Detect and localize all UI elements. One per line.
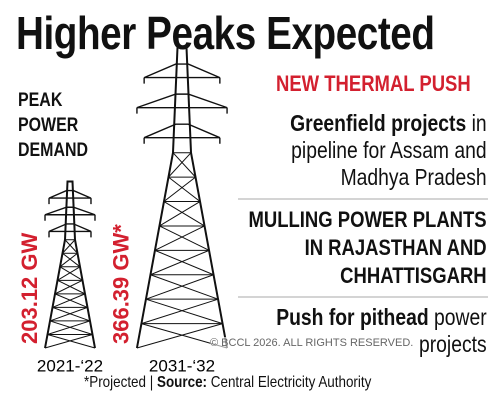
tower-lattice: [47, 320, 91, 335]
tower-arm: [48, 189, 92, 205]
item-bold: Greenfield projects: [290, 110, 467, 136]
footnote: *Projected | Source: Central Electricity…: [84, 374, 371, 392]
watermark: © BCCL 2026. ALL RIGHTS RESERVED.: [210, 337, 414, 349]
tower-lattice: [64, 239, 78, 254]
tower-arm: [136, 93, 228, 114]
tower-lattice: [136, 323, 223, 349]
tower-lattice: [150, 274, 219, 300]
category-label: 2021-‘22: [37, 356, 103, 375]
tower-lattice: [62, 252, 81, 268]
tower-lattice: [44, 333, 93, 349]
tower: [44, 180, 96, 349]
panel-item: MULLING POWER PLANTS IN RAJASTHAN AND CH…: [238, 206, 487, 290]
tower-lattice: [163, 201, 205, 227]
source: Central Electricity Authority: [210, 374, 372, 391]
tower-arm: [143, 123, 221, 144]
category-label: 2031-‘32: [149, 356, 215, 375]
tower-lattice: [159, 201, 201, 227]
tower-lattice: [141, 298, 219, 325]
tower-lattice: [47, 333, 96, 349]
item-text: in pipeline for Assam and Madhya Pradesh: [291, 110, 487, 190]
item-text: power projects: [418, 304, 487, 357]
tower-lattice: [57, 266, 81, 281]
value-label: 203.12 GW: [17, 232, 42, 344]
panel-heading: NEW THERMAL PUSH: [276, 71, 471, 96]
tower-lattice: [145, 298, 223, 325]
tower-lattice: [168, 152, 192, 178]
item-bold: Push for pithead: [276, 304, 429, 330]
tower-lattice: [172, 152, 196, 178]
tower-arm: [143, 63, 221, 84]
tower-lattice: [168, 176, 201, 202]
tower-lattice: [154, 249, 214, 276]
tower-lattice: [49, 320, 93, 335]
tower-arm: [44, 206, 96, 221]
tower-lattice: [54, 293, 88, 308]
value-label: 366.39 GW*: [109, 224, 134, 344]
tower-lattice: [62, 239, 76, 254]
title: Higher Peaks Expected: [16, 7, 435, 59]
chart-label: PEAK POWER DEMAND: [18, 90, 89, 161]
note: *Projected |: [84, 374, 154, 391]
source-label: Source:: [156, 374, 208, 391]
tower-lattice: [52, 293, 86, 308]
tower-lattice: [49, 306, 88, 322]
panel-item: Push for pithead power projects: [238, 304, 487, 358]
tower-lattice: [52, 306, 91, 322]
tower-lattice: [163, 176, 196, 202]
tower: [135, 46, 229, 349]
item-bold: MULLING POWER PLANTS IN RAJASTHAN AND CH…: [248, 207, 487, 288]
tower-lattice: [159, 225, 210, 251]
tower-lattice: [54, 279, 83, 295]
tower-lattice: [59, 266, 83, 281]
tower-lattice: [57, 279, 86, 295]
tower-arm: [48, 223, 92, 238]
tower-lattice: [150, 249, 210, 276]
tower-lattice: [145, 274, 214, 300]
tower-lattice: [154, 225, 205, 251]
panel-item: Greenfield projects in pipeline for Assa…: [238, 110, 487, 191]
tower-lattice: [59, 252, 78, 268]
